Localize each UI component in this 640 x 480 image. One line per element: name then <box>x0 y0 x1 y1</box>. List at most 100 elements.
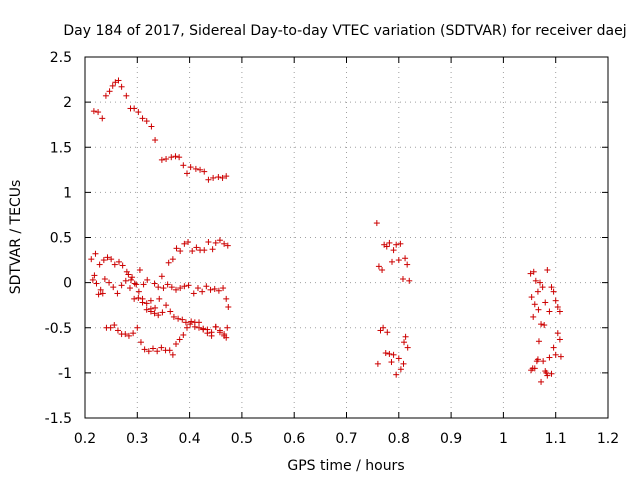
data-point <box>135 294 142 301</box>
x-tick-label: 0.8 <box>388 431 410 447</box>
data-point <box>128 276 135 283</box>
data-point <box>158 273 165 280</box>
data-point <box>203 283 210 290</box>
data-point <box>212 323 219 330</box>
data-point <box>180 331 187 338</box>
data-point <box>542 299 549 306</box>
data-point <box>191 319 198 326</box>
data-point <box>99 290 106 297</box>
data-point <box>143 300 150 307</box>
data-point <box>527 270 534 277</box>
data-point <box>147 297 154 304</box>
data-point <box>223 295 230 302</box>
data-point <box>210 174 217 181</box>
data-point <box>546 308 553 315</box>
data-point <box>176 154 183 161</box>
data-point <box>380 324 387 331</box>
data-point <box>402 333 409 340</box>
y-tick-label: 1 <box>63 185 72 201</box>
data-point <box>544 266 551 273</box>
data-point <box>552 297 559 304</box>
data-point <box>165 259 172 266</box>
data-point <box>91 272 98 279</box>
data-point <box>164 281 171 288</box>
data-point <box>538 321 545 328</box>
data-point <box>197 166 204 173</box>
data-point <box>384 329 391 336</box>
data-point <box>556 308 563 315</box>
data-point <box>145 348 152 355</box>
data-point <box>221 240 228 247</box>
data-point <box>139 299 146 306</box>
data-point <box>219 174 226 181</box>
data-point <box>135 109 142 116</box>
data-point <box>534 288 541 295</box>
y-tick-label: 1.5 <box>50 140 72 156</box>
data-point <box>92 250 99 257</box>
data-point <box>115 258 122 265</box>
data-point <box>395 355 402 362</box>
data-point <box>535 338 542 345</box>
data-point <box>554 330 561 337</box>
data-point <box>225 303 232 310</box>
chart-title: Day 184 of 2017, Sidereal Day-to-day VTE… <box>63 23 626 39</box>
data-point <box>557 353 564 360</box>
data-point <box>530 268 537 275</box>
data-point <box>528 367 535 374</box>
x-tick-label: 1.2 <box>597 431 619 447</box>
data-point <box>152 137 159 144</box>
y-tick-label: -0.5 <box>45 321 72 337</box>
data-point <box>389 258 396 265</box>
data-point <box>125 271 132 278</box>
data-point <box>152 304 159 311</box>
data-point <box>177 285 184 292</box>
data-point <box>95 109 102 116</box>
data-point <box>541 322 548 329</box>
y-tick-labels: -1.5 -1 -0.5 0 0.5 1 1.5 2 2.5 <box>45 50 72 427</box>
data-point <box>163 155 170 162</box>
data-point <box>401 339 408 346</box>
data-point <box>196 324 203 331</box>
x-tick-label: 0.2 <box>74 431 96 447</box>
data-point <box>134 324 141 331</box>
data-point <box>208 332 215 339</box>
data-point <box>554 303 561 310</box>
data-point <box>220 285 227 292</box>
data-point <box>181 283 188 290</box>
data-point <box>172 153 179 160</box>
grid-lines <box>85 57 608 418</box>
data-point <box>104 254 111 261</box>
data-point <box>118 282 125 289</box>
data-point <box>188 318 195 325</box>
data-point <box>177 248 184 255</box>
data-point <box>550 344 557 351</box>
data-point <box>122 277 129 284</box>
data-point <box>530 313 537 320</box>
data-point <box>97 286 104 293</box>
data-point <box>159 309 166 316</box>
data-point <box>201 247 208 254</box>
data-point <box>112 79 119 86</box>
data-point <box>109 82 116 89</box>
data-point <box>90 108 97 115</box>
data-point <box>166 347 173 354</box>
data-point <box>95 291 102 298</box>
data-point <box>395 257 402 264</box>
data-points <box>88 77 564 385</box>
data-point <box>373 220 380 227</box>
data-point <box>200 326 207 333</box>
data-point <box>538 378 545 385</box>
data-point <box>155 312 162 319</box>
data-point <box>543 369 550 376</box>
data-point <box>106 88 113 95</box>
data-point <box>89 276 96 283</box>
data-point <box>114 290 121 297</box>
data-point <box>374 360 381 367</box>
data-point <box>131 280 138 287</box>
data-point <box>129 274 136 281</box>
data-point <box>119 262 126 269</box>
data-point <box>534 356 541 363</box>
data-point <box>382 350 389 357</box>
data-point <box>143 306 150 313</box>
data-point <box>118 83 125 90</box>
